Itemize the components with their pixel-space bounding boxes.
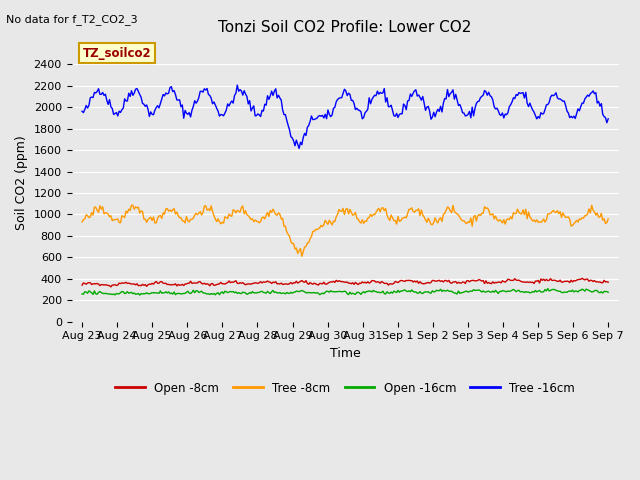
X-axis label: Time: Time [330, 347, 360, 360]
Y-axis label: Soil CO2 (ppm): Soil CO2 (ppm) [15, 135, 28, 229]
Legend: Open -8cm, Tree -8cm, Open -16cm, Tree -16cm: Open -8cm, Tree -8cm, Open -16cm, Tree -… [111, 377, 580, 399]
Title: Tonzi Soil CO2 Profile: Lower CO2: Tonzi Soil CO2 Profile: Lower CO2 [218, 20, 472, 35]
Text: TZ_soilco2: TZ_soilco2 [83, 47, 151, 60]
Text: No data for f_T2_CO2_3: No data for f_T2_CO2_3 [6, 14, 138, 25]
